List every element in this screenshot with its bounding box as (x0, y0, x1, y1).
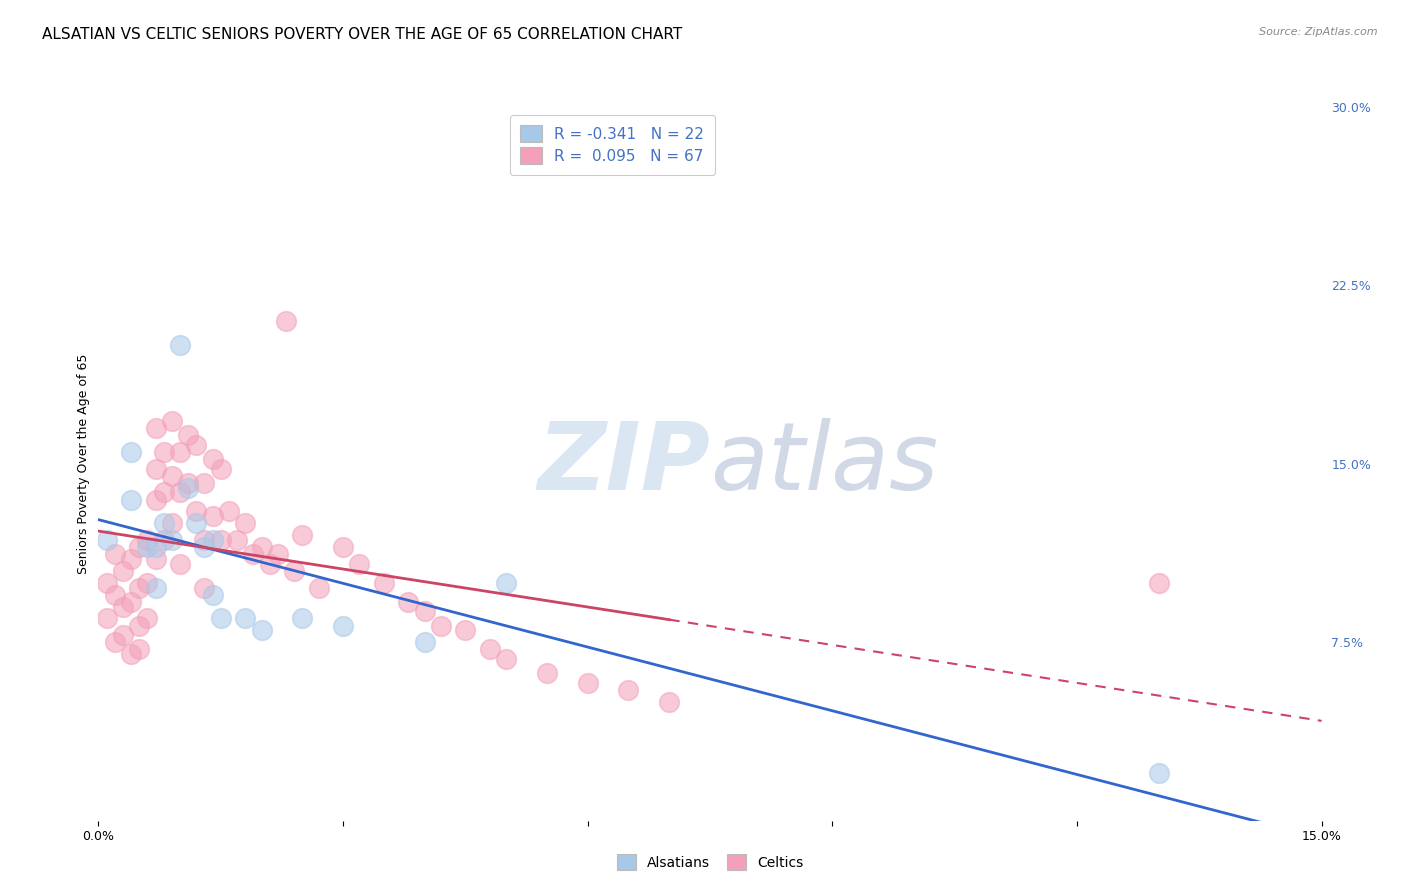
Text: atlas: atlas (710, 418, 938, 509)
Point (136, 611, 159, 625)
Point (169, 557, 191, 571)
Point (186, 516, 208, 531)
Point (136, 533, 159, 547)
Point (396, 595, 419, 609)
Point (1147, 575, 1170, 590)
Point (145, 421, 167, 435)
Text: ZIP: ZIP (537, 417, 710, 510)
Point (495, 652, 517, 666)
Point (233, 516, 256, 531)
Point (152, 516, 174, 531)
Point (413, 635, 436, 649)
Text: ALSATIAN VS CELTIC SENIORS POVERTY OVER THE AGE OF 65 CORRELATION CHART: ALSATIAN VS CELTIC SENIORS POVERTY OVER … (42, 27, 682, 42)
Point (430, 618, 453, 632)
Point (193, 475, 215, 490)
Point (111, 599, 134, 614)
Point (201, 452, 224, 467)
Point (283, 564, 305, 578)
Point (111, 564, 134, 578)
Point (349, 557, 371, 571)
Point (160, 414, 183, 428)
Point (136, 540, 159, 554)
Point (373, 575, 395, 590)
Point (152, 533, 174, 547)
Point (152, 485, 174, 500)
Point (169, 338, 191, 352)
Point (186, 438, 208, 452)
Point (120, 552, 142, 566)
Point (413, 604, 436, 618)
Point (617, 682, 640, 697)
Point (201, 588, 224, 602)
Point (104, 547, 127, 561)
Point (242, 547, 264, 561)
Point (186, 504, 208, 518)
Point (1147, 766, 1170, 780)
Point (274, 314, 297, 328)
Point (128, 540, 150, 554)
Point (478, 642, 501, 657)
Point (209, 461, 232, 475)
Text: Source: ZipAtlas.com: Source: ZipAtlas.com (1260, 27, 1378, 37)
Point (104, 635, 127, 649)
Point (218, 504, 240, 518)
Point (120, 445, 142, 459)
Point (128, 618, 150, 632)
Point (193, 581, 215, 595)
Point (120, 647, 142, 661)
Point (177, 428, 200, 442)
Point (160, 533, 183, 547)
Point (193, 540, 215, 554)
Point (201, 533, 224, 547)
Point (332, 540, 354, 554)
Point (96, 575, 118, 590)
Point (177, 481, 200, 495)
Point (233, 611, 256, 625)
Point (177, 475, 200, 490)
Point (136, 575, 159, 590)
Y-axis label: Seniors Poverty Over the Age of 65: Seniors Poverty Over the Age of 65 (77, 353, 90, 574)
Point (495, 575, 517, 590)
Point (209, 611, 232, 625)
Point (201, 509, 224, 524)
Legend: Alsatians, Celtics: Alsatians, Celtics (609, 846, 811, 878)
Point (226, 533, 249, 547)
Point (291, 611, 314, 625)
Point (576, 675, 599, 690)
Point (145, 540, 167, 554)
Point (152, 445, 174, 459)
Point (145, 461, 167, 475)
Point (169, 485, 191, 500)
Point (536, 666, 558, 681)
Point (96, 533, 118, 547)
Point (332, 618, 354, 632)
Point (291, 528, 314, 542)
Point (250, 540, 273, 554)
Point (120, 595, 142, 609)
Point (145, 492, 167, 507)
Point (209, 533, 232, 547)
Point (259, 557, 281, 571)
Point (160, 516, 183, 531)
Point (104, 588, 127, 602)
Point (308, 581, 330, 595)
Point (145, 581, 167, 595)
Point (193, 533, 215, 547)
Point (128, 581, 150, 595)
Point (96, 611, 118, 625)
Point (169, 445, 191, 459)
Point (250, 624, 273, 638)
Point (111, 628, 134, 642)
Point (160, 468, 183, 483)
Point (128, 642, 150, 657)
Point (145, 552, 167, 566)
Point (658, 695, 681, 709)
Point (454, 624, 477, 638)
Point (120, 492, 142, 507)
Point (267, 547, 290, 561)
